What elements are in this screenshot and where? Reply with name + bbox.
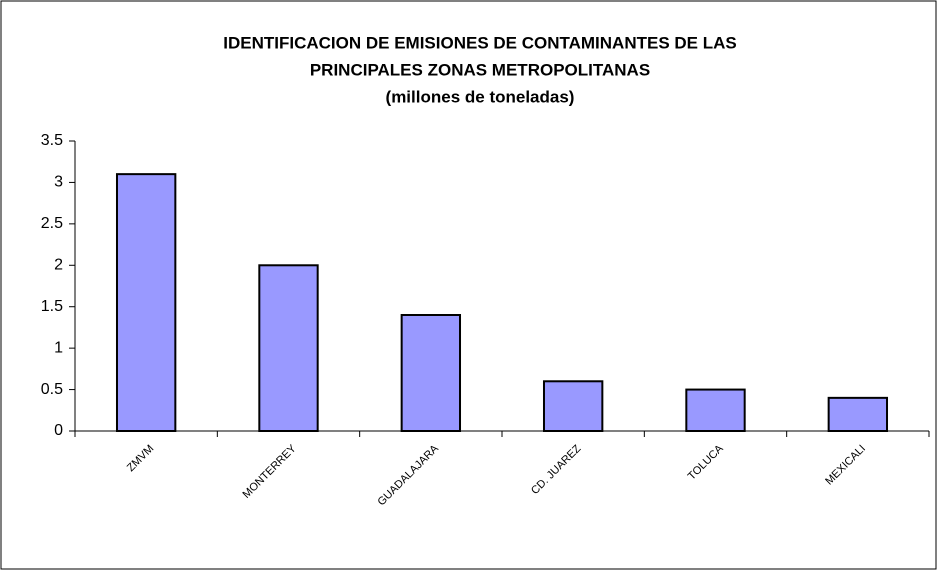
y-tick-label: 1.5 [41, 298, 63, 315]
y-tick-label: 0 [54, 422, 63, 439]
bar [400, 314, 462, 432]
chart-title: PRINCIPALES ZONAS METROPOLITANAS [310, 60, 650, 79]
y-tick-label: 3 [54, 174, 63, 191]
bar [685, 388, 746, 433]
y-tick-label: 2.5 [41, 215, 63, 232]
chart-subtitle: (millones de toneladas) [386, 87, 575, 106]
y-tick-label: 2 [54, 257, 63, 274]
bar [542, 380, 604, 432]
y-tick-label: 0.5 [41, 381, 63, 398]
bar [115, 173, 177, 432]
y-tick-label: 3.5 [41, 132, 63, 149]
bar [258, 264, 319, 432]
bar [827, 396, 889, 433]
y-tick-label: 1 [54, 339, 63, 356]
chart-title: IDENTIFICACION DE EMISIONES DE CONTAMINA… [223, 33, 737, 52]
